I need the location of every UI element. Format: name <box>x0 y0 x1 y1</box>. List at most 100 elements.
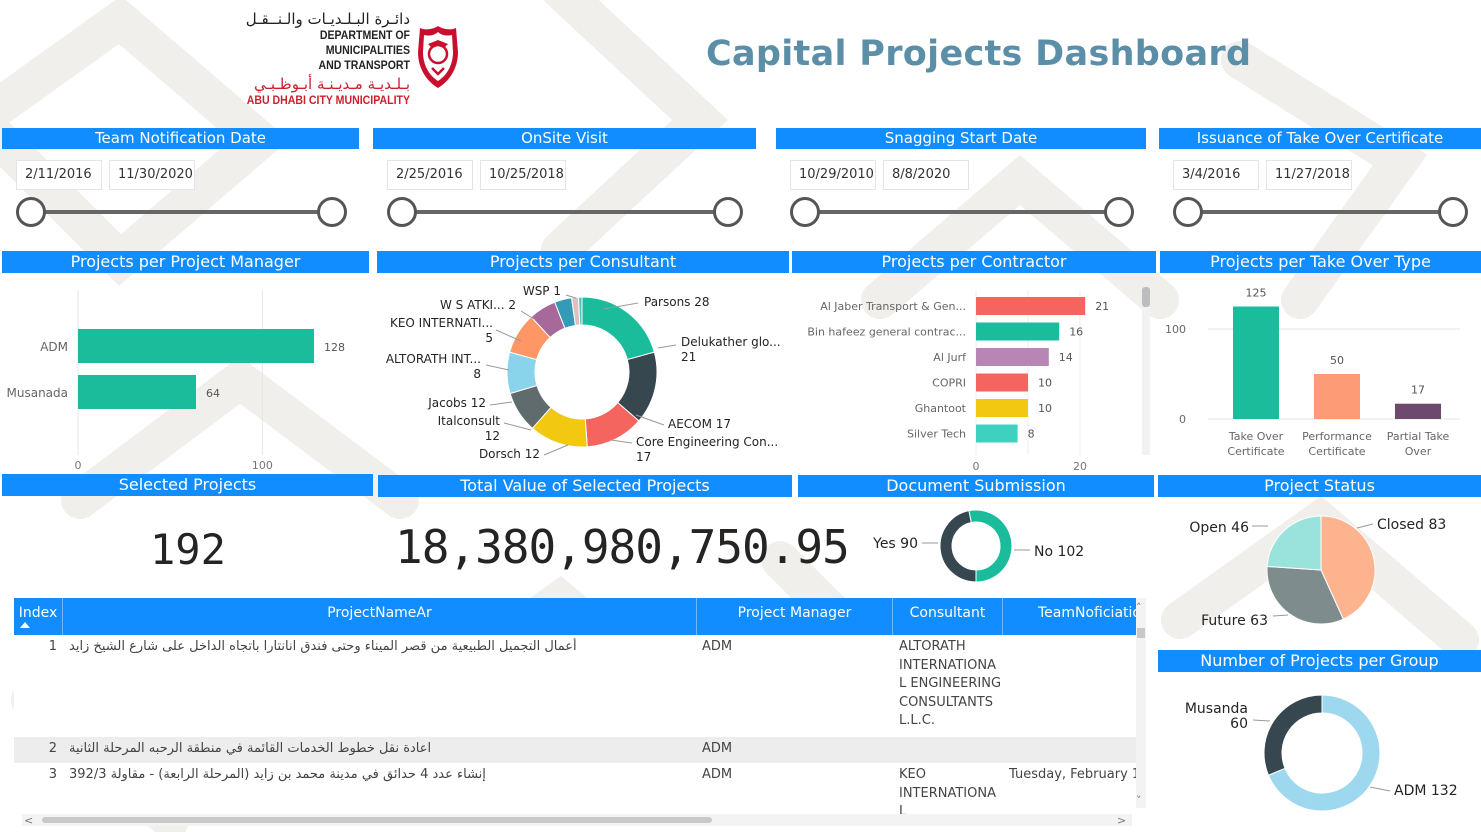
data-label: 128 <box>324 341 345 354</box>
consultant-label: WSP 1 <box>523 284 561 298</box>
row-team-notification: Tuesday, February 16 <box>1009 767 1136 782</box>
status-label: Open 46 <box>1189 520 1249 536</box>
category-label: Ghantoot <box>915 402 967 415</box>
onsite-visit-end-handle[interactable] <box>713 197 743 227</box>
contractor-bar <box>976 399 1028 417</box>
table-horizontal-scrollbar[interactable] <box>22 814 1132 826</box>
team-notification-end-date[interactable]: 11/30/2020 <box>109 160 195 190</box>
category-label: Partial Take <box>1387 430 1450 443</box>
consultant-line: KEO <box>899 767 926 782</box>
column-header-consultant[interactable]: Consultant <box>893 598 1003 635</box>
leader-line <box>485 364 510 371</box>
team-notification-end-handle[interactable] <box>317 197 347 227</box>
consultant-label: 8 <box>473 367 481 381</box>
category-label: ADM <box>40 340 68 354</box>
table-row[interactable]: 3 إنشاء عدد 4 حدائق في مدينة محمد بن زاي… <box>14 766 1136 818</box>
column-header-project-manager[interactable]: Project Manager <box>697 598 893 635</box>
status-slice <box>1266 515 1322 571</box>
category-label: Al Jaber Transport & Gen... <box>820 300 966 313</box>
leader-line <box>635 414 665 426</box>
snagging-end-date[interactable]: 8/8/2020 <box>883 160 969 190</box>
doc-label: No 102 <box>1034 544 1084 560</box>
team-notification-start-date[interactable]: 2/11/2016 <box>16 160 102 190</box>
data-label: 125 <box>1246 287 1267 300</box>
category-label: COPRI <box>932 377 966 390</box>
leader-line <box>1369 786 1391 792</box>
group-label: Musanda <box>1185 701 1248 717</box>
data-label: 14 <box>1059 351 1073 364</box>
slicer-header-take-over-certificate: Issuance of Take Over Certificate <box>1159 128 1481 149</box>
panel-header-selected-projects: Selected Projects <box>2 474 373 496</box>
column-header-index-label: Index <box>18 605 58 621</box>
consultant-slice <box>577 296 583 326</box>
panel-header-take-over-type: Projects per Take Over Type <box>1160 251 1481 273</box>
take-over-slider-track[interactable] <box>1187 210 1454 214</box>
group-label: 60 <box>1230 716 1248 732</box>
row-project-name: أعمال التجميل الطبيعية من قصر الميناء وح… <box>69 639 577 654</box>
contractor-bar <box>976 373 1028 392</box>
logo-arabic-municipality: بـلـديـة مـديـنـة أبـوظـبـي <box>253 75 410 93</box>
snagging-end-handle[interactable] <box>1104 197 1134 227</box>
leader-line <box>543 444 569 456</box>
takeover-column <box>1233 306 1279 419</box>
scroll-left-icon[interactable]: < <box>24 814 34 827</box>
onsite-visit-slider-track[interactable] <box>401 210 729 214</box>
consultant-label: 12 <box>485 429 500 443</box>
take-over-start-handle[interactable] <box>1173 197 1203 227</box>
row-consultant: KEO INTERNATIONA L <box>899 766 1003 818</box>
consultant-label: Dorsch 12 <box>479 447 540 461</box>
table-row[interactable]: 1 أعمال التجميل الطبيعية من قصر الميناء … <box>14 638 1136 735</box>
table-header: Index ProjectNameAr Project Manager Cons… <box>14 598 1136 635</box>
category-label: Bin hafeez general contrac... <box>807 326 966 339</box>
onsite-visit-end-date[interactable]: 10/25/2018 <box>480 160 566 190</box>
take-over-start-date[interactable]: 3/4/2016 <box>1173 160 1259 190</box>
scroll-right-icon[interactable]: > <box>1117 814 1127 827</box>
consultant-label: 5 <box>485 331 493 345</box>
table-vertical-scroll-thumb[interactable] <box>1137 628 1145 638</box>
leader-line <box>1252 719 1271 722</box>
takeover-column <box>1395 403 1441 419</box>
scroll-up-icon[interactable]: ˄ <box>1136 601 1142 614</box>
column-header-index[interactable]: Index <box>14 598 63 635</box>
bar-musanada <box>78 375 196 409</box>
row-index: 1 <box>48 639 57 654</box>
panel-header-projects-per-group: Number of Projects per Group <box>1158 650 1481 672</box>
table-horizontal-scroll-thumb[interactable] <box>42 817 712 823</box>
data-label: 10 <box>1038 377 1052 390</box>
column-header-team-notification[interactable]: TeamNoficiatio <box>1038 605 1136 621</box>
consultant-label: Jacobs 12 <box>427 396 486 410</box>
contractor-bar <box>976 424 1018 443</box>
panel-header-project-status: Project Status <box>1158 475 1481 497</box>
municipality-logo-text: دائـرة البـلـديـات والـنــقـل DEPARTMENT… <box>210 10 410 108</box>
leader-line <box>489 401 513 406</box>
onsite-visit-start-handle[interactable] <box>387 197 417 227</box>
panel-header-document-submission: Document Submission <box>798 475 1154 497</box>
contractor-scrollbar <box>1142 287 1150 455</box>
onsite-visit-start-date[interactable]: 2/25/2016 <box>387 160 473 190</box>
team-notification-start-handle[interactable] <box>16 197 46 227</box>
doc-label: Yes 90 <box>872 536 918 552</box>
take-over-end-date[interactable]: 11/27/2018 <box>1266 160 1352 190</box>
take-over-end-handle[interactable] <box>1438 197 1468 227</box>
y-tick-label: 100 <box>1165 323 1186 336</box>
project-manager-bar-chart: 0 100 ADM 128 Musanada 64 <box>7 290 345 472</box>
scroll-down-icon[interactable]: ˅ <box>1136 794 1142 807</box>
table-vertical-scrollbar[interactable] <box>1136 598 1146 808</box>
slicer-header-snagging-start: Snagging Start Date <box>776 128 1146 149</box>
team-notification-slider-track[interactable] <box>30 210 332 214</box>
row-project-manager: ADM <box>702 639 733 654</box>
x-tick-label: 0 <box>75 459 82 472</box>
snagging-start-handle[interactable] <box>790 197 820 227</box>
panel-header-project-manager: Projects per Project Manager <box>2 251 369 273</box>
consultant-label: Parsons 28 <box>644 295 710 309</box>
table-row[interactable]: 2 اعادة نقل خطوط الخدمات القائمة في منطق… <box>14 737 1136 763</box>
group-slice <box>1263 694 1323 776</box>
snagging-slider-track[interactable] <box>804 210 1120 214</box>
x-tick-label: 20 <box>1073 460 1087 473</box>
column-header-project-name[interactable]: ProjectNameAr <box>63 598 697 635</box>
takeover-column <box>1314 374 1360 419</box>
logo-english-municipality: ABU DHABI CITY MUNICIPALITY <box>246 93 410 107</box>
snagging-start-date[interactable]: 10/29/2010 <box>790 160 876 190</box>
row-project-name: إنشاء عدد 4 حدائق في مدينة محمد بن زايد … <box>69 767 486 782</box>
